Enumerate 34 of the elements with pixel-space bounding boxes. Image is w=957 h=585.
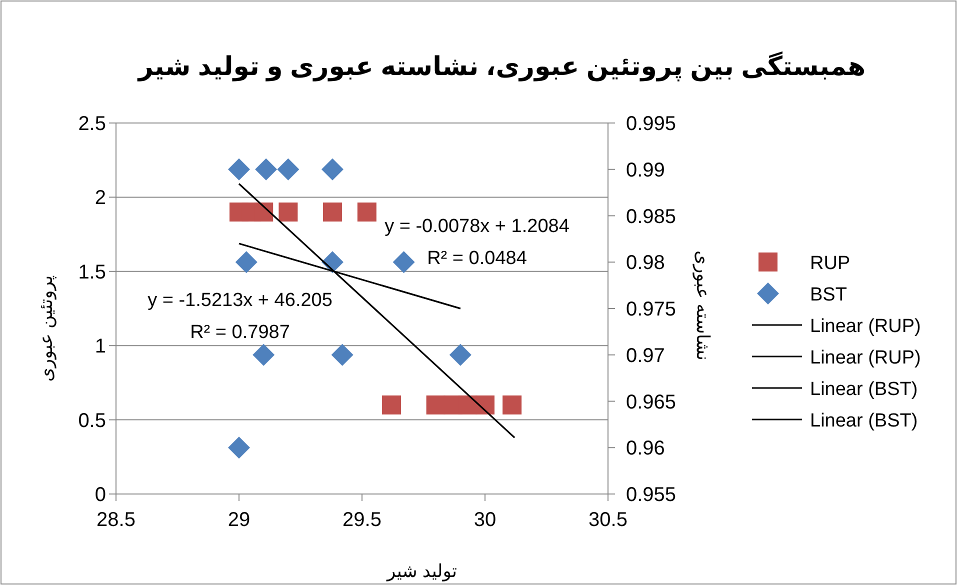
y2-tick-label: 0.995 [626, 113, 676, 135]
y2-tick-label: 0.965 [626, 391, 676, 414]
x-tick-label: 30 [474, 509, 496, 531]
annotation: R² = 0.0484 [427, 248, 528, 269]
annotation: y = -0.0078x + 1.2084 [384, 216, 570, 237]
legend-label: Linear (BST) [810, 410, 918, 432]
y-tick-label: 0 [94, 484, 106, 506]
legend-label: RUP [810, 253, 850, 274]
y2-tick-label: 0.985 [626, 206, 676, 228]
y-tick-label: 2 [94, 187, 106, 210]
x-tick-label: 29.5 [342, 509, 382, 531]
y-tick-label: 1.5 [78, 261, 106, 284]
legend-label: Linear (RUP) [810, 316, 921, 337]
y-tick-label: 1 [94, 336, 106, 358]
y2-axis-title: نشاسته عبوری [692, 250, 713, 360]
legend-label: BST [810, 284, 848, 306]
y2-tick-label: 0.98 [626, 252, 665, 274]
chart-title: همبستگی بین پروتئین عبوری، نشاسته عبوری و تولید شیر [136, 51, 866, 82]
x-axis-title: تولید شیر [386, 561, 458, 582]
legend-label: Linear (BST) [810, 379, 918, 400]
y2-tick-label: 0.96 [626, 438, 665, 460]
x-tick-label: 30.5 [588, 509, 628, 531]
y-axis-title: پروتئین عبوری [36, 275, 57, 382]
legend-label: Linear (RUP) [810, 348, 921, 368]
x-tick-label: 28.5 [96, 509, 136, 531]
y2-tick-label: 0.975 [626, 298, 676, 320]
y2-tick-label: 0.99 [626, 159, 665, 182]
y2-tick-label: 0.97 [626, 344, 665, 367]
y-tick-label: 0.5 [78, 410, 106, 432]
annotation: y = -1.5213x + 46.205 [148, 290, 332, 311]
x-tick-label: 29 [228, 509, 250, 531]
y-tick-label: 2.5 [78, 113, 106, 135]
annotation: R² = 0.7987 [190, 322, 290, 343]
y2-tick-label: 0.955 [626, 484, 676, 506]
